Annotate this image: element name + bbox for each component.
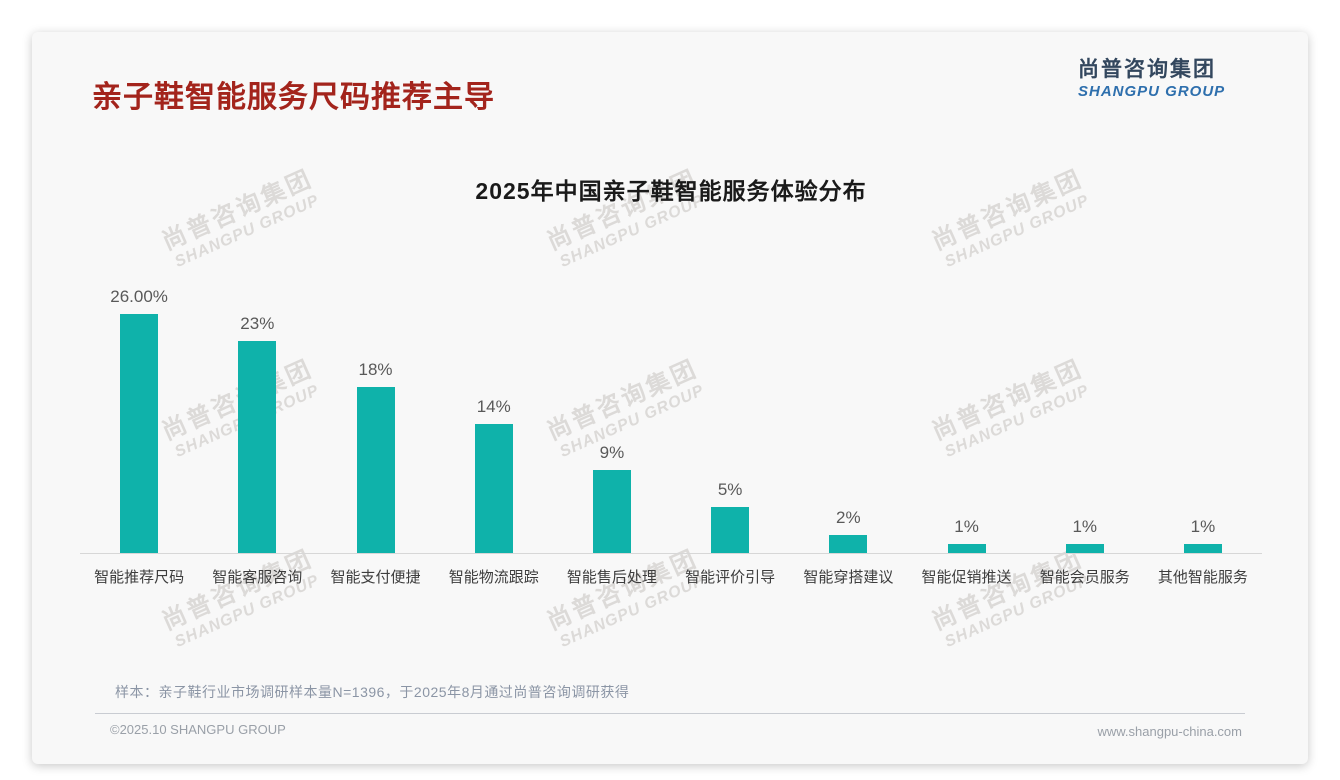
bar-column: 1% (1144, 260, 1262, 553)
x-axis-labels: 智能推荐尺码 智能客服咨询 智能支付便捷 智能物流跟踪 智能售后处理 智能评价引导 智能穿搭… (80, 566, 1262, 587)
footer-copyright: ©2025.10 SHANGPU GROUP (110, 722, 286, 737)
page-title: 亲子鞋智能服务尺码推荐主导 (92, 81, 495, 114)
x-axis-category-label: 智能促销推送 (921, 569, 1012, 586)
bar (474, 424, 513, 553)
bar (356, 387, 395, 553)
bar-value-label: 9% (599, 443, 625, 463)
bar (711, 507, 750, 553)
bar (120, 313, 159, 553)
bar (592, 470, 631, 553)
bar-value-label: 1% (1072, 516, 1098, 536)
x-axis-category-label: 智能会员服务 (1039, 569, 1130, 586)
bar-column: 2% (789, 260, 907, 553)
bar-column: 1% (1026, 260, 1144, 553)
bar (829, 534, 868, 553)
bar-chart-plot-area: 26.00% 23% 18% 14% 9% 5% 2% 1% 1% 1% (80, 260, 1262, 553)
logo-english-text: SHANGPU GROUP (1078, 83, 1226, 100)
bar-column: 23% (198, 260, 316, 553)
x-axis-category-label: 智能支付便捷 (330, 569, 421, 586)
bar-column: 14% (435, 260, 553, 553)
x-axis-line (80, 553, 1262, 554)
bar-value-label: 26.00% (110, 286, 168, 306)
bar-value-label: 14% (476, 397, 511, 417)
x-axis-category-label: 其他智能服务 (1157, 569, 1248, 586)
x-axis-category-label: 智能物流跟踪 (448, 569, 539, 586)
bar-column: 9% (553, 260, 671, 553)
watermark-chinese-text: 尚普咨询集团 (543, 545, 703, 636)
watermark-chinese-text: 尚普咨询集团 (158, 545, 318, 636)
slide-card: 尚普咨询集团 SHANGPU GROUP 尚普咨询集团 SHANGPU GROUP 尚普… (32, 32, 1308, 764)
chart-title: 2025年中国亲子鞋智能服务体验分布 (475, 178, 867, 204)
bar-value-label: 2% (836, 507, 861, 527)
bar-value-label: 1% (1190, 516, 1216, 536)
watermark-chinese-text: 尚普咨询集团 (928, 545, 1088, 636)
bar-column: 5% (671, 260, 789, 553)
bar (238, 341, 277, 553)
bar-value-label: 1% (954, 516, 979, 536)
sample-footnote: 样本：亲子鞋行业市场调研样本量N=1396，于2025年8月通过尚普咨询调研获得 (115, 684, 630, 700)
x-axis-category-label: 智能穿搭建议 (803, 569, 894, 586)
bar-column: 18% (316, 260, 434, 553)
bar (1183, 543, 1222, 553)
bar (947, 543, 986, 553)
footer-website: www.shangpu-china.com (1097, 724, 1242, 739)
bar (1065, 543, 1104, 553)
x-axis-category-label: 智能推荐尺码 (94, 569, 185, 586)
footer-divider (95, 713, 1245, 714)
bar-value-label: 23% (240, 314, 275, 334)
bar-value-label: 18% (358, 360, 393, 380)
logo-chinese-text: 尚普咨询集团 (1078, 58, 1216, 81)
bar-value-label: 5% (717, 480, 743, 499)
company-logo: 尚普咨询集团 SHANGPU GROUP (1078, 58, 1238, 102)
bar-column: 1% (907, 260, 1025, 553)
bar-column: 26.00% (80, 260, 198, 553)
x-axis-category-label: 智能客服咨询 (212, 569, 303, 586)
x-axis-category-label: 智能评价引导 (685, 569, 776, 586)
x-axis-category-label: 智能售后处理 (566, 569, 657, 586)
